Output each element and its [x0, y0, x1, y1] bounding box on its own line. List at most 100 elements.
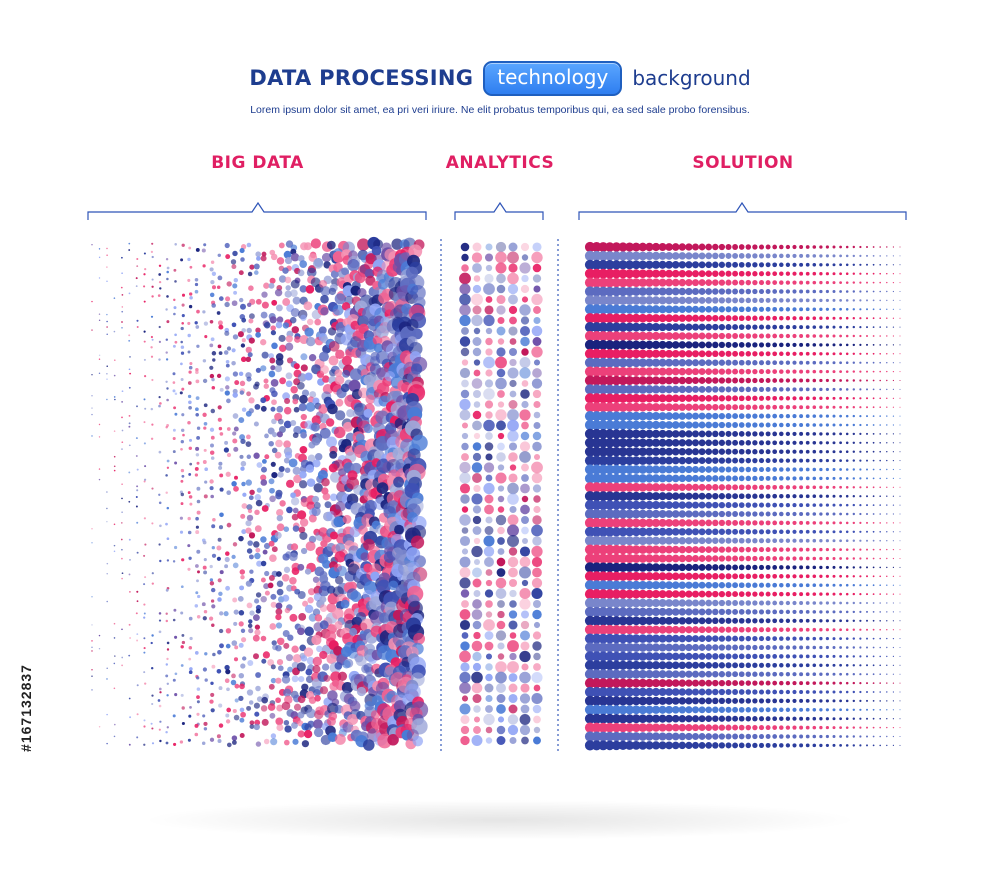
dot: [805, 271, 810, 276]
dot: [705, 581, 713, 589]
dot: [765, 538, 771, 544]
dot: [812, 547, 817, 552]
dot: [886, 344, 888, 346]
dot: [738, 377, 745, 384]
dot: [805, 369, 810, 374]
dot: [805, 378, 810, 383]
dot: [376, 382, 390, 395]
dot: [158, 404, 161, 408]
dot: [204, 467, 209, 472]
dot: [845, 405, 849, 409]
dot: [812, 565, 817, 570]
dot: [532, 599, 542, 609]
dot: [832, 628, 836, 632]
dot: [651, 251, 661, 261]
dot: [521, 736, 529, 745]
dot: [845, 361, 849, 364]
dot: [718, 653, 726, 660]
dot: [752, 573, 758, 579]
dot: [461, 264, 469, 272]
dot: [495, 251, 507, 264]
dot: [255, 367, 261, 373]
dot: [293, 363, 300, 370]
dot: [440, 454, 442, 456]
dot: [106, 572, 108, 575]
dot: [859, 352, 862, 355]
dot: [106, 313, 108, 316]
dot: [271, 399, 277, 406]
dot: [531, 346, 543, 358]
dot: [732, 333, 739, 339]
dot: [246, 514, 254, 522]
dot: [631, 607, 641, 617]
dot: [691, 261, 700, 269]
dot: [598, 375, 609, 386]
dot: [738, 573, 745, 580]
dot: [852, 655, 855, 658]
dot: [899, 629, 901, 631]
dot: [866, 415, 868, 418]
dot: [218, 426, 223, 431]
dot: [698, 510, 706, 518]
dot: [136, 551, 139, 554]
dot: [291, 645, 299, 653]
dot: [187, 491, 191, 495]
dot: [832, 361, 836, 365]
dot: [440, 684, 442, 686]
dot: [440, 564, 442, 566]
dot: [705, 555, 713, 562]
dot: [872, 530, 875, 533]
dot: [248, 397, 255, 404]
dot: [440, 289, 442, 291]
dot: [611, 420, 622, 430]
dot: [334, 575, 344, 585]
dot: [879, 637, 881, 640]
dot: [254, 494, 262, 501]
dot: [240, 628, 246, 633]
dot: [231, 300, 238, 307]
dot: [166, 387, 169, 390]
dot: [440, 449, 442, 451]
dot: [313, 483, 323, 493]
dot: [342, 660, 351, 669]
dot: [181, 721, 185, 726]
dot: [645, 411, 654, 421]
dot: [825, 494, 829, 498]
dot: [557, 419, 559, 421]
dot: [732, 546, 739, 553]
dot: [484, 400, 494, 409]
dot: [320, 307, 329, 316]
dot: [671, 376, 680, 385]
dot: [120, 538, 123, 541]
dot: [651, 652, 661, 661]
dot: [658, 314, 667, 323]
dot: [509, 338, 517, 345]
dot: [651, 376, 661, 385]
dot: [625, 313, 635, 323]
dot: [329, 369, 337, 377]
dot: [752, 431, 758, 437]
dot: [879, 548, 881, 551]
dot: [231, 735, 238, 741]
dot: [604, 491, 615, 502]
dot: [645, 340, 654, 350]
dot: [899, 326, 901, 328]
dot: [284, 725, 292, 733]
dot: [852, 290, 855, 293]
dot: [892, 682, 895, 684]
dot: [718, 261, 726, 268]
dot: [738, 413, 745, 419]
dot: [859, 539, 862, 542]
dot: [497, 495, 505, 503]
dot: [712, 475, 719, 482]
dot: [618, 536, 628, 546]
dot: [598, 553, 609, 564]
dot: [520, 389, 530, 399]
dot: [671, 447, 680, 456]
dot: [665, 510, 674, 518]
dot: [859, 512, 862, 516]
dot: [128, 573, 131, 576]
dot: [832, 254, 836, 258]
dot: [839, 557, 842, 560]
dot: [611, 251, 622, 261]
